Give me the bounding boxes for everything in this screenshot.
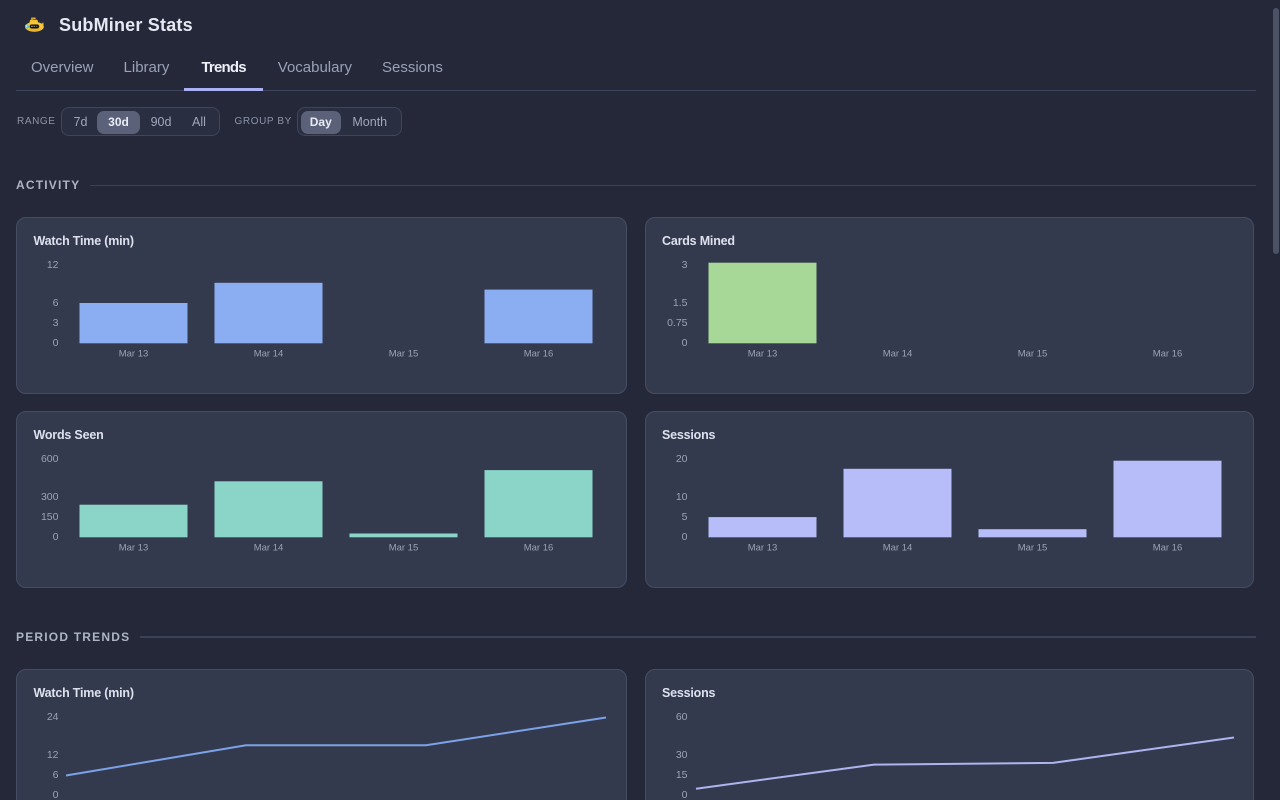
svg-text:Mar 13: Mar 13 (747, 349, 777, 360)
svg-text:1.5: 1.5 (672, 297, 687, 309)
svg-text:12: 12 (47, 259, 59, 271)
svg-text:Mar 16: Mar 16 (1152, 349, 1182, 360)
svg-text:Mar 16: Mar 16 (1152, 542, 1182, 553)
svg-text:6: 6 (53, 769, 59, 781)
svg-text:Mar 15: Mar 15 (389, 542, 419, 553)
svg-text:Mar 16: Mar 16 (524, 349, 554, 360)
svg-text:10: 10 (675, 491, 687, 503)
svg-text:Mar 13: Mar 13 (119, 542, 149, 553)
svg-text:0: 0 (681, 337, 687, 349)
svg-text:600: 600 (41, 453, 59, 465)
svg-text:Mar 14: Mar 14 (882, 542, 912, 553)
svg-text:60: 60 (675, 711, 687, 723)
svg-text:Mar 13: Mar 13 (747, 542, 777, 553)
svg-text:Mar 16: Mar 16 (524, 542, 554, 553)
svg-text:0: 0 (681, 789, 687, 800)
svg-text:150: 150 (41, 510, 59, 522)
svg-text:Mar 15: Mar 15 (1017, 542, 1047, 553)
svg-text:15: 15 (675, 769, 687, 781)
svg-text:Mar 14: Mar 14 (254, 349, 284, 360)
svg-text:0: 0 (53, 337, 59, 349)
svg-text:0: 0 (681, 530, 687, 542)
svg-text:0: 0 (53, 530, 59, 542)
svg-text:Mar 13: Mar 13 (119, 349, 149, 360)
svg-text:6: 6 (53, 297, 59, 309)
svg-text:Mar 14: Mar 14 (254, 542, 284, 553)
svg-text:0.75: 0.75 (667, 317, 688, 329)
svg-text:Mar 14: Mar 14 (882, 349, 912, 360)
svg-text:Mar 15: Mar 15 (389, 349, 419, 360)
svg-text:5: 5 (681, 510, 687, 522)
svg-text:3: 3 (53, 317, 59, 329)
svg-text:Mar 15: Mar 15 (1017, 349, 1047, 360)
svg-text:0: 0 (53, 789, 59, 800)
svg-text:3: 3 (681, 259, 687, 271)
svg-text:24: 24 (47, 711, 59, 723)
svg-text:30: 30 (675, 749, 687, 761)
svg-text:300: 300 (41, 491, 59, 503)
svg-text:12: 12 (47, 749, 59, 761)
svg-text:20: 20 (675, 453, 687, 465)
